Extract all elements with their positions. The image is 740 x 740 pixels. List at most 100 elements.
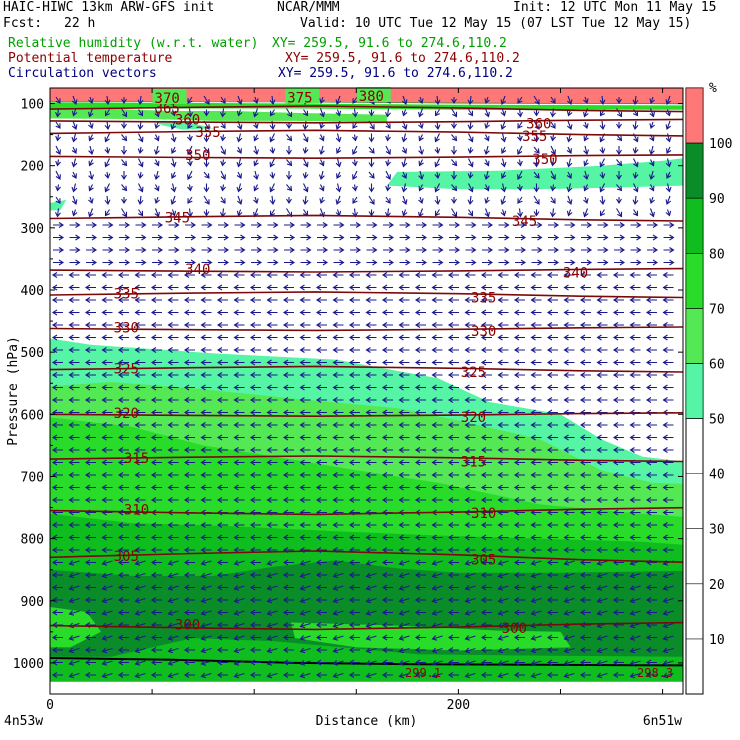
vector-arrow-1052	[480, 434, 492, 441]
vector-arrow-897	[431, 384, 443, 391]
vector-arrow-728	[150, 334, 162, 341]
vector-arrow-874	[51, 384, 63, 391]
vector-arrow-708	[447, 322, 459, 328]
vector-arrow-1541	[398, 597, 410, 604]
vector-arrow-1616	[381, 622, 393, 628]
vector-arrow-1571	[266, 610, 278, 616]
vector-arrow-304	[55, 196, 61, 204]
vector-arrow-1490	[183, 584, 195, 591]
vector-arrow-1156	[315, 472, 327, 478]
vector-arrow-1114	[249, 459, 261, 466]
vector-arrow-712	[513, 322, 525, 328]
vector-arrow-786	[480, 347, 492, 353]
vector-arrow-713	[530, 322, 542, 328]
vector-arrow-511	[333, 259, 345, 266]
vector-arrow-1594	[645, 609, 657, 616]
vector-arrow-1305	[266, 522, 278, 528]
vector-arrow-413	[597, 222, 609, 228]
vector-arrow-1074	[216, 447, 228, 453]
vector-arrow-1246	[546, 497, 558, 503]
vector-arrow-704	[381, 322, 393, 328]
vector-arrow-903	[530, 384, 542, 391]
vector-arrow-1762	[282, 672, 294, 678]
vector-arrow-108	[583, 121, 589, 129]
vector-arrow-1401	[596, 547, 608, 553]
vector-arrow-1503	[398, 585, 410, 591]
vector-arrow-1032	[150, 434, 162, 441]
vector-arrow-674	[513, 309, 525, 316]
vector-arrow-1580	[414, 609, 426, 616]
vector-arrow-847	[233, 372, 245, 378]
vector-arrow-561	[530, 272, 542, 278]
y-tick-label-700: 700	[21, 470, 44, 485]
vector-arrow-1512	[546, 584, 558, 591]
vector-arrow-925	[266, 397, 278, 403]
vector-arrow-1660	[480, 634, 492, 641]
vector-arrow-909	[629, 384, 641, 391]
vector-arrow-1330	[51, 534, 63, 541]
vector-arrow-853	[332, 372, 344, 378]
vector-arrow-1427	[398, 560, 410, 566]
vector-arrow-1172	[579, 472, 591, 478]
vector-arrow-120	[154, 134, 160, 142]
vector-arrow-565	[596, 272, 608, 278]
vector-arrow-1573	[299, 610, 311, 616]
vector-arrow-657	[233, 309, 245, 316]
theta-label-300-0: 300	[175, 617, 200, 633]
vector-arrow-1212	[612, 484, 624, 491]
vector-arrow-1486	[117, 584, 129, 591]
vector-arrow-1736	[480, 659, 492, 666]
vector-arrow-317	[269, 195, 276, 206]
vector-arrow-27	[500, 95, 507, 105]
vector-arrow-79	[104, 120, 111, 131]
vector-arrow-783	[431, 347, 443, 353]
vector-arrow-1534	[282, 597, 294, 603]
vector-arrow-26	[484, 96, 490, 104]
vector-arrow-59	[401, 109, 408, 117]
vector-arrow-1107	[134, 459, 146, 466]
vector-arrow-1535	[299, 597, 311, 604]
vector-arrow-1093	[530, 447, 542, 453]
vector-arrow-622	[282, 297, 294, 303]
vector-arrow-763	[101, 347, 113, 353]
vector-arrow-1733	[431, 660, 443, 666]
vector-arrow-1328	[645, 522, 657, 528]
vector-arrow-1740	[546, 659, 558, 666]
vector-arrow-243	[302, 171, 309, 180]
colorbar-band-1	[685, 308, 704, 364]
vector-arrow-1479	[629, 572, 641, 579]
vector-arrow-1709	[662, 647, 674, 654]
vector-arrow-162	[220, 145, 226, 155]
vector-arrow-473	[333, 247, 345, 253]
vector-arrow-1536	[315, 597, 327, 603]
vector-arrow-43	[137, 109, 144, 117]
vector-arrow-55	[335, 109, 342, 117]
vector-arrow-990	[84, 422, 96, 428]
vector-arrow-1478	[612, 572, 624, 578]
vector-arrow-1002	[282, 422, 294, 428]
vector-arrow-1417	[233, 560, 245, 566]
vector-arrow-1084	[381, 447, 393, 453]
vector-arrow-1579	[398, 610, 410, 616]
vector-arrow-691	[167, 322, 179, 328]
vector-arrow-894	[381, 384, 393, 391]
vector-arrow-900	[480, 384, 492, 391]
vector-arrow-1444	[51, 572, 63, 578]
vector-arrow-1712	[84, 659, 96, 666]
vector-arrow-1238	[414, 497, 426, 503]
vector-arrow-898	[447, 384, 459, 391]
vector-arrow-1144	[117, 472, 129, 478]
vector-arrow-219	[533, 158, 540, 168]
vector-arrow-1149	[200, 472, 212, 478]
vector-arrow-1729	[365, 660, 377, 666]
vector-arrow-1765	[332, 672, 344, 679]
vector-arrow-959	[200, 409, 212, 416]
vector-arrow-739	[332, 334, 344, 341]
vector-arrow-1125	[431, 459, 443, 466]
vector-arrow-297	[566, 183, 573, 193]
vector-arrow-892	[348, 384, 360, 391]
vector-arrow-777	[332, 347, 344, 353]
vector-arrow-1494	[249, 584, 261, 591]
vector-arrow-260	[583, 170, 590, 181]
vector-arrow-466	[218, 247, 230, 253]
